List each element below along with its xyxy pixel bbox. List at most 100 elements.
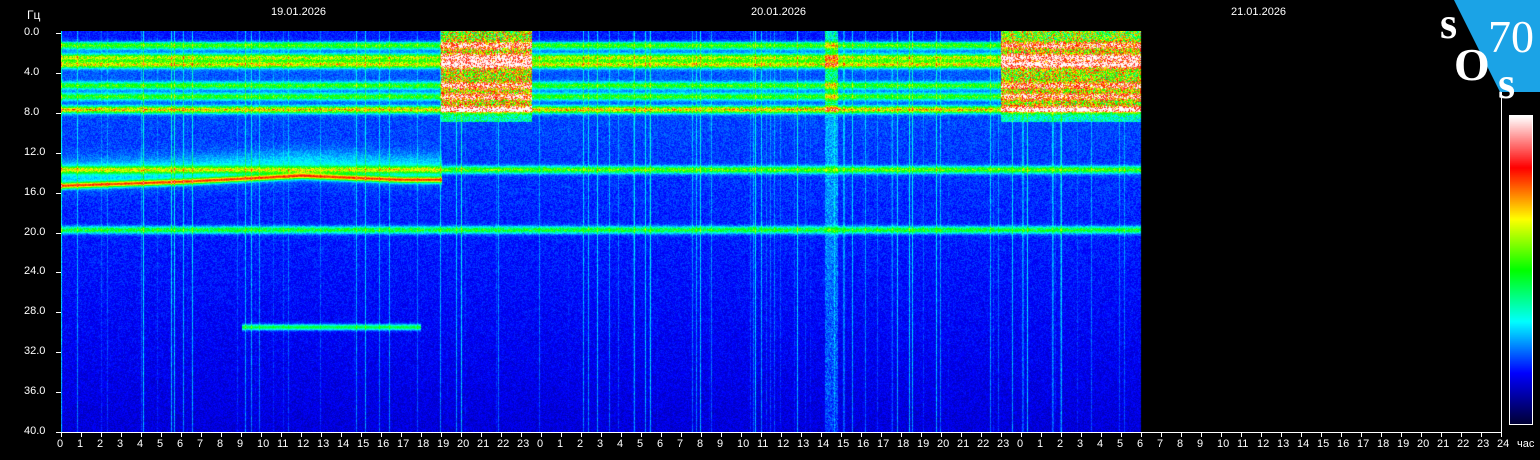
x-tick-label: 0 — [1017, 438, 1024, 450]
x-tick-label: 17 — [1357, 438, 1370, 450]
x-tick-label: 16 — [1337, 438, 1350, 450]
y-tick-label: 8.0 — [24, 105, 40, 118]
y-tick — [56, 272, 61, 274]
y-tick — [56, 352, 61, 354]
x-tick — [761, 432, 762, 437]
x-tick-label: 23 — [517, 438, 530, 450]
x-tick-label: 1 — [77, 438, 84, 450]
x-tick — [241, 432, 242, 437]
y-tick-label: 32.0 — [24, 345, 46, 358]
x-tick-label: 21 — [957, 438, 970, 450]
x-tick — [1201, 432, 1202, 437]
x-tick-label: 10 — [737, 438, 750, 450]
x-tick-label: 7 — [1157, 438, 1164, 450]
x-tick-label: 15 — [837, 438, 850, 450]
x-tick — [941, 432, 942, 437]
x-tick — [1421, 432, 1422, 437]
x-tick-label: 5 — [637, 438, 644, 450]
x-tick-label: 21 — [1437, 438, 1450, 450]
x-tick-label: 7 — [677, 438, 684, 450]
x-tick — [1181, 432, 1182, 437]
x-tick — [1501, 432, 1502, 437]
x-tick — [801, 432, 802, 437]
x-tick-label: 8 — [697, 438, 704, 450]
svg-text:70: 70 — [1488, 11, 1534, 62]
x-tick — [521, 432, 522, 437]
x-axis — [61, 432, 1502, 433]
x-tick-label: 6 — [177, 438, 184, 450]
x-tick — [861, 432, 862, 437]
x-tick — [421, 432, 422, 437]
x-tick-label: 22 — [977, 438, 990, 450]
x-tick-label: 20 — [1417, 438, 1430, 450]
x-tick — [341, 432, 342, 437]
x-tick — [461, 432, 462, 437]
y-tick — [56, 72, 61, 74]
x-tick-label: 23 — [997, 438, 1010, 450]
x-tick-label: 13 — [1277, 438, 1290, 450]
spectrogram-heatmap — [61, 31, 1501, 432]
x-tick — [321, 432, 322, 437]
x-tick-label: 4 — [137, 438, 144, 450]
x-tick — [701, 432, 702, 437]
x-tick — [1321, 432, 1322, 437]
x-tick-label: 0 — [57, 438, 64, 450]
x-tick-label: 16 — [857, 438, 870, 450]
y-tick — [56, 392, 61, 394]
x-tick — [1101, 432, 1102, 437]
x-tick — [781, 432, 782, 437]
colorbar — [1509, 115, 1533, 425]
x-tick-label: 24 — [1497, 438, 1510, 450]
y-tick — [56, 152, 61, 154]
y-tick — [56, 192, 61, 194]
x-tick-label: 17 — [877, 438, 890, 450]
x-tick — [281, 432, 282, 437]
x-tick-label: 11 — [757, 438, 769, 450]
x-tick-label: 2 — [97, 438, 104, 450]
x-tick — [301, 432, 302, 437]
x-tick — [1001, 432, 1002, 437]
y-tick-label: 36.0 — [24, 385, 46, 398]
x-tick — [641, 432, 642, 437]
x-tick — [721, 432, 722, 437]
x-tick — [361, 432, 362, 437]
sos70-logo: s 70 O s — [1430, 0, 1540, 120]
x-tick — [1161, 432, 1162, 437]
y-tick-label: 20.0 — [24, 225, 46, 238]
x-tick-label: 11 — [277, 438, 289, 450]
x-tick — [921, 432, 922, 437]
x-tick-label: 19 — [437, 438, 450, 450]
x-tick-label: 12 — [297, 438, 310, 450]
x-tick-label: 1 — [1037, 438, 1044, 450]
x-tick — [501, 432, 502, 437]
x-tick-label: 9 — [237, 438, 244, 450]
x-tick — [841, 432, 842, 437]
x-tick — [1241, 432, 1242, 437]
x-tick-label: 6 — [657, 438, 664, 450]
x-tick-label: 1 — [557, 438, 564, 450]
x-tick-label: 15 — [357, 438, 370, 450]
x-tick — [401, 432, 402, 437]
x-tick-label: 0 — [537, 438, 544, 450]
x-tick — [221, 432, 222, 437]
y-tick — [56, 112, 61, 114]
x-tick-label: 3 — [597, 438, 604, 450]
x-tick-label: 20 — [937, 438, 950, 450]
x-tick — [1461, 432, 1462, 437]
x-tick — [1481, 432, 1482, 437]
date-label: 20.01.2026 — [751, 6, 807, 18]
y-tick — [56, 312, 61, 314]
x-tick — [161, 432, 162, 437]
y-tick-label: 16.0 — [24, 185, 46, 198]
y-tick-label: 12.0 — [24, 145, 46, 158]
x-tick — [1401, 432, 1402, 437]
x-tick-label: 13 — [317, 438, 330, 450]
y-tick — [56, 232, 61, 234]
x-tick — [1041, 432, 1042, 437]
x-tick-label: 22 — [497, 438, 510, 450]
x-tick-label: 15 — [1317, 438, 1330, 450]
x-tick-label: 5 — [1117, 438, 1124, 450]
x-tick — [1441, 432, 1442, 437]
x-tick-label: 20 — [457, 438, 470, 450]
date-label: 19.01.2026 — [271, 6, 327, 18]
